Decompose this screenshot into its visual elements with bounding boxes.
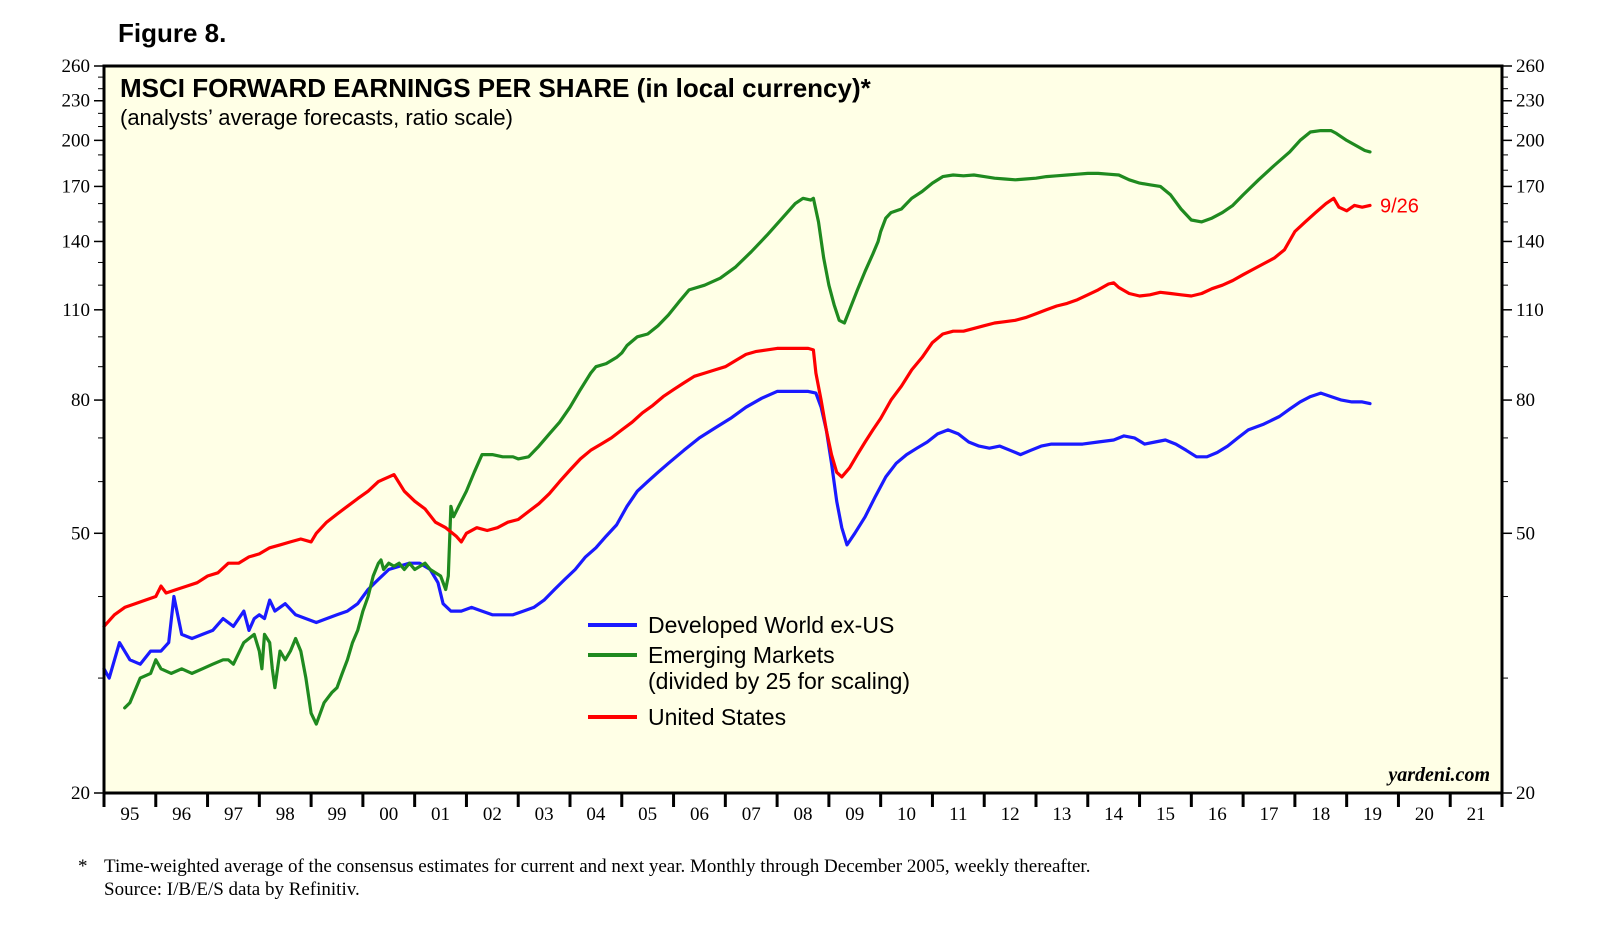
x-tick-label: 01 bbox=[431, 804, 450, 825]
series-layer bbox=[102, 129, 1372, 726]
y-tick-label-right: 260 bbox=[1516, 56, 1545, 77]
x-tick-label: 12 bbox=[1001, 804, 1020, 825]
x-tick-label: 07 bbox=[742, 804, 761, 825]
legend-label-developed: Developed World ex-US bbox=[648, 612, 894, 638]
x-tick-label: 03 bbox=[535, 804, 554, 825]
y-tick-label-left: 170 bbox=[62, 176, 91, 197]
y-tick-label-left: 20 bbox=[71, 783, 90, 804]
y-tick-label-left: 80 bbox=[71, 390, 90, 411]
x-tick-label: 13 bbox=[1052, 804, 1071, 825]
y-tick-label-right: 50 bbox=[1516, 523, 1535, 544]
chart-title: MSCI FORWARD EARNINGS PER SHARE (in loca… bbox=[120, 73, 872, 103]
y-tick-label-right: 80 bbox=[1516, 390, 1535, 411]
plot-background bbox=[104, 66, 1502, 793]
x-tick-label: 17 bbox=[1260, 804, 1279, 825]
y-tick-label-right: 140 bbox=[1516, 231, 1545, 252]
y-tick-label-right: 230 bbox=[1516, 91, 1545, 112]
x-tick-label: 10 bbox=[897, 804, 916, 825]
legend: Developed World ex-US Emerging Markets (… bbox=[588, 612, 910, 730]
x-tick-label: 02 bbox=[483, 804, 502, 825]
x-tick-label: 08 bbox=[794, 804, 813, 825]
x-tick-label: 14 bbox=[1104, 804, 1124, 825]
x-tick-label: 11 bbox=[949, 804, 967, 825]
footnote-asterisk: * bbox=[78, 856, 88, 877]
y-tick-label-right: 170 bbox=[1516, 176, 1545, 197]
x-tick-label: 19 bbox=[1363, 804, 1382, 825]
figure-label: Figure 8. bbox=[118, 18, 227, 48]
y-tick-label-right: 200 bbox=[1516, 130, 1545, 151]
x-tick-label: 00 bbox=[379, 804, 398, 825]
legend-label-emerging: Emerging Markets bbox=[648, 642, 835, 668]
end-date-label: 9/26 bbox=[1380, 195, 1419, 217]
y-tick-label-right: 20 bbox=[1516, 783, 1535, 804]
plot-frame bbox=[102, 64, 1504, 795]
footnote-line-1: Time-weighted average of the consensus e… bbox=[104, 856, 1091, 877]
x-tick-label: 21 bbox=[1467, 804, 1486, 825]
y-tick-label-left: 230 bbox=[62, 91, 91, 112]
x-tick-label: 98 bbox=[276, 804, 295, 825]
x-tick-label: 97 bbox=[224, 804, 243, 825]
legend-label-us: United States bbox=[648, 704, 786, 730]
y-tick-label-left: 50 bbox=[71, 523, 90, 544]
chart-subtitle: (analysts’ average forecasts, ratio scal… bbox=[120, 105, 513, 130]
x-tick-label: 04 bbox=[586, 804, 606, 825]
series-line-developed bbox=[102, 389, 1372, 680]
x-tick-label: 06 bbox=[690, 804, 709, 825]
x-tick-label: 15 bbox=[1156, 804, 1175, 825]
y-tick-label-left: 260 bbox=[62, 56, 91, 77]
x-tick-label: 95 bbox=[120, 804, 139, 825]
series-line-emerging bbox=[123, 129, 1372, 726]
x-tick-label: 96 bbox=[172, 804, 191, 825]
y-tick-label-left: 140 bbox=[62, 231, 91, 252]
legend-sublabel-emerging: (divided by 25 for scaling) bbox=[648, 668, 910, 694]
footnote-line-2: Source: I/B/E/S data by Refinitiv. bbox=[104, 879, 360, 900]
footnote: * Time-weighted average of the consensus … bbox=[78, 855, 1090, 901]
y-tick-label-right: 110 bbox=[1516, 300, 1544, 321]
x-tick-label: 16 bbox=[1208, 804, 1227, 825]
x-tick-label: 09 bbox=[845, 804, 864, 825]
series-line-united bbox=[102, 196, 1372, 628]
watermark: yardeni.com bbox=[1386, 764, 1490, 786]
y-tick-label-left: 200 bbox=[62, 130, 91, 151]
x-tick-label: 20 bbox=[1415, 804, 1434, 825]
x-tick-label: 18 bbox=[1311, 804, 1330, 825]
y-tick-label-left: 110 bbox=[62, 300, 90, 321]
x-tick-label: 99 bbox=[328, 804, 347, 825]
x-tick-label: 05 bbox=[638, 804, 657, 825]
